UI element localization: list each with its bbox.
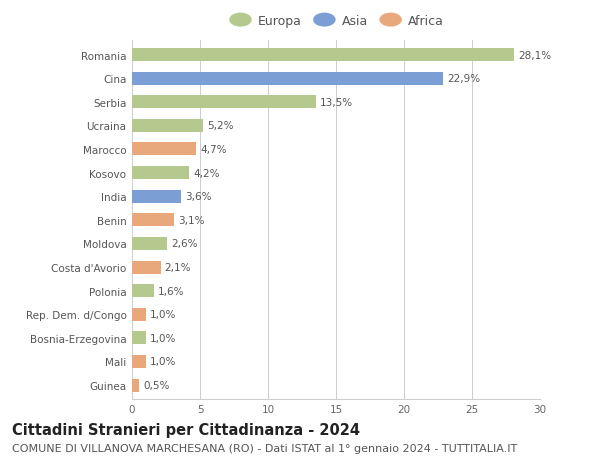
Text: 22,9%: 22,9% [448,74,481,84]
Bar [132,261,161,274]
Text: 1,0%: 1,0% [149,357,176,367]
Bar [132,49,514,62]
Bar [132,143,196,156]
Bar [132,355,146,368]
Bar [132,214,174,227]
Text: 3,6%: 3,6% [185,192,212,202]
Text: 4,2%: 4,2% [193,168,220,178]
Text: 5,2%: 5,2% [207,121,233,131]
Bar [132,285,154,297]
Text: 28,1%: 28,1% [518,50,551,61]
Bar [132,120,203,133]
Bar [132,237,167,250]
Text: 1,0%: 1,0% [149,333,176,343]
Text: Cittadini Stranieri per Cittadinanza - 2024: Cittadini Stranieri per Cittadinanza - 2… [12,422,360,437]
Bar [132,167,189,179]
Text: COMUNE DI VILLANOVA MARCHESANA (RO) - Dati ISTAT al 1° gennaio 2024 - TUTTITALIA: COMUNE DI VILLANOVA MARCHESANA (RO) - Da… [12,443,517,453]
Bar [132,331,146,345]
Bar [132,190,181,203]
Text: 4,7%: 4,7% [200,145,227,155]
Bar [132,379,139,392]
Text: 3,1%: 3,1% [178,215,205,225]
Bar [132,96,316,109]
Text: 13,5%: 13,5% [320,98,353,107]
Text: 1,0%: 1,0% [149,309,176,319]
Legend: Europa, Asia, Africa: Europa, Asia, Africa [228,15,444,28]
Bar [132,73,443,85]
Bar [132,308,146,321]
Text: 2,6%: 2,6% [172,239,198,249]
Text: 0,5%: 0,5% [143,380,169,390]
Text: 2,1%: 2,1% [164,263,191,273]
Text: 1,6%: 1,6% [158,286,184,296]
